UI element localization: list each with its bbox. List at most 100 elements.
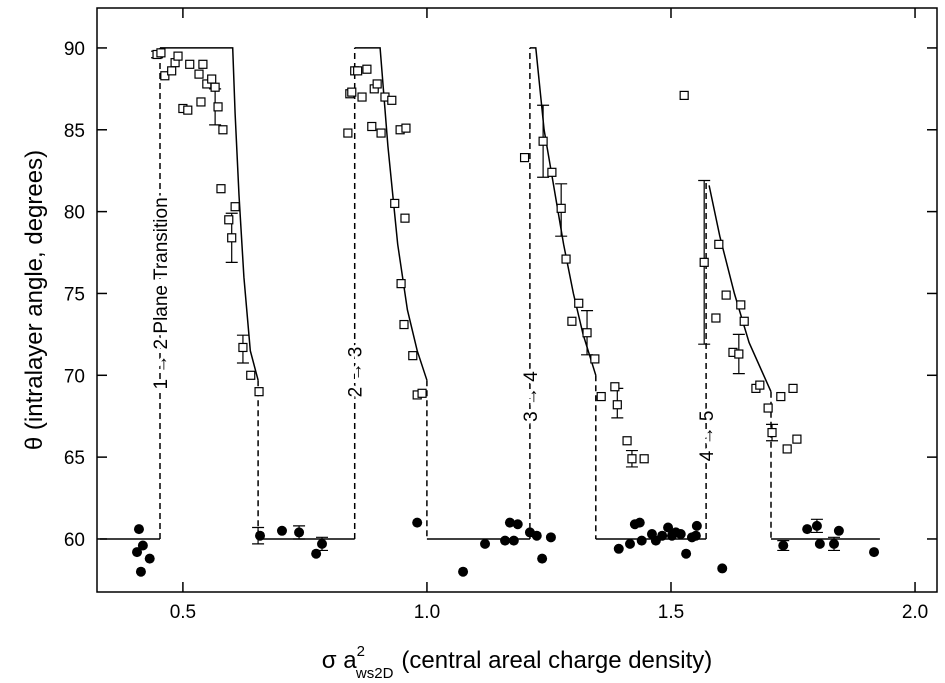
circle-point bbox=[311, 548, 322, 559]
square-point bbox=[254, 387, 264, 397]
y-tick-label: 85 bbox=[64, 121, 85, 142]
x-tick-label: 0.5 bbox=[170, 602, 196, 623]
circle-point bbox=[829, 538, 840, 549]
square-point bbox=[396, 279, 406, 289]
circle-point bbox=[778, 540, 789, 551]
square-point bbox=[622, 436, 632, 446]
circle-point bbox=[537, 553, 548, 564]
square-point bbox=[196, 97, 206, 107]
annotation: 2 → 3 bbox=[346, 347, 367, 398]
square-point bbox=[224, 215, 234, 225]
x-tick-label: 1.0 bbox=[414, 602, 440, 623]
circle-point bbox=[814, 538, 825, 549]
square-point bbox=[763, 403, 773, 413]
square-point bbox=[767, 427, 777, 438]
x-axis-label: σ a2 ws2D (central areal charge density) bbox=[322, 643, 713, 682]
square-point bbox=[198, 59, 208, 69]
y-tick-label: 90 bbox=[64, 39, 85, 60]
square-point bbox=[782, 444, 792, 454]
square-point bbox=[538, 136, 548, 146]
circle-point bbox=[137, 540, 148, 551]
circle-point bbox=[512, 519, 523, 530]
model-line bbox=[708, 185, 772, 393]
y-tick-label: 65 bbox=[64, 448, 85, 469]
square-point bbox=[185, 59, 195, 69]
square-point bbox=[238, 342, 248, 353]
square-point bbox=[699, 257, 709, 267]
annotation: 1 → 2 Plane Transition bbox=[151, 197, 172, 389]
circle-point bbox=[531, 530, 542, 541]
square-point bbox=[173, 51, 183, 61]
square-point bbox=[367, 121, 377, 132]
square-point bbox=[567, 316, 577, 326]
circle-point bbox=[691, 520, 702, 531]
circle-point bbox=[690, 530, 701, 541]
square-point bbox=[183, 105, 193, 115]
circle-point bbox=[636, 535, 647, 546]
square-point bbox=[417, 388, 427, 398]
circle-point bbox=[132, 547, 143, 558]
square-point bbox=[207, 74, 217, 84]
square-point bbox=[390, 198, 400, 209]
square-point bbox=[734, 349, 744, 359]
model-line bbox=[160, 47, 259, 381]
circle-point bbox=[255, 530, 266, 541]
square-point bbox=[372, 79, 382, 89]
square-point bbox=[739, 316, 749, 326]
circle-point bbox=[294, 527, 305, 538]
square-point bbox=[561, 254, 571, 264]
square-point bbox=[408, 351, 418, 361]
circle-point bbox=[500, 535, 511, 546]
square-point bbox=[347, 87, 357, 97]
square-point bbox=[227, 233, 237, 243]
square-point bbox=[399, 319, 409, 330]
model-line bbox=[529, 47, 597, 376]
square-point bbox=[711, 313, 721, 323]
circle-point bbox=[144, 553, 155, 564]
circle-point bbox=[480, 538, 491, 549]
square-point bbox=[362, 64, 372, 74]
circle-point bbox=[663, 522, 674, 533]
square-point bbox=[387, 95, 397, 105]
square-point bbox=[218, 125, 228, 135]
square-point bbox=[213, 102, 223, 112]
circle-point bbox=[802, 524, 813, 535]
circle-point bbox=[135, 566, 146, 577]
square-point bbox=[547, 167, 557, 177]
square-point bbox=[400, 213, 410, 223]
circle-point bbox=[508, 535, 519, 546]
square-point bbox=[788, 383, 798, 393]
circle-point bbox=[675, 529, 686, 540]
circle-point bbox=[412, 517, 423, 528]
square-point bbox=[556, 203, 566, 213]
x-tick-label: 1.5 bbox=[658, 602, 684, 623]
x-label-sup: 2 bbox=[357, 643, 365, 660]
circle-point bbox=[717, 563, 728, 574]
square-point bbox=[160, 71, 170, 81]
square-point bbox=[590, 354, 600, 364]
circle-point bbox=[811, 520, 822, 531]
square-point bbox=[679, 90, 689, 101]
square-point bbox=[216, 184, 226, 194]
square-point bbox=[582, 328, 592, 338]
circle-point bbox=[869, 547, 880, 558]
circle-point bbox=[833, 525, 844, 536]
x-tick-label: 2.0 bbox=[902, 602, 928, 623]
x-label-suffix: (central areal charge density) bbox=[401, 647, 712, 674]
y-tick-label: 60 bbox=[64, 530, 85, 551]
square-point bbox=[376, 128, 386, 138]
square-point bbox=[353, 66, 363, 76]
circle-point bbox=[634, 517, 645, 528]
square-point bbox=[246, 370, 256, 380]
y-axis-label: θ (intralayer angle, degrees) bbox=[21, 150, 48, 450]
circle-point bbox=[624, 538, 635, 549]
square-point bbox=[519, 153, 530, 163]
square-point bbox=[194, 69, 204, 79]
square-point bbox=[167, 66, 177, 76]
y-tick-label: 80 bbox=[64, 203, 85, 224]
square-point bbox=[574, 298, 584, 308]
circle-point bbox=[681, 548, 692, 559]
y-tick-label: 70 bbox=[64, 366, 85, 387]
circle-point bbox=[133, 524, 144, 535]
